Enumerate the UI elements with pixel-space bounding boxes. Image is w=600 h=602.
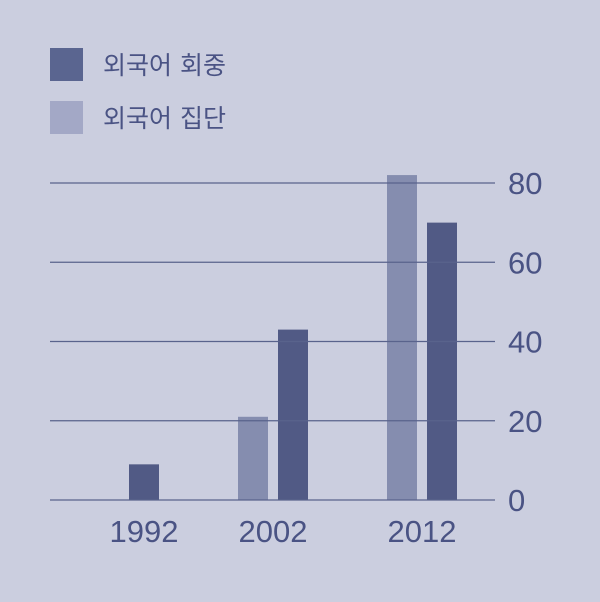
y-tick-label: 0 <box>508 483 525 518</box>
legend-label-congregation: 외국어 회중 <box>103 51 226 80</box>
y-tick-label: 80 <box>508 166 542 201</box>
legend-label-group: 외국어 집단 <box>103 104 226 133</box>
bar-1992-series-1 <box>129 464 159 500</box>
legend-swatch-congregation <box>50 47 83 81</box>
bar-2002-series-0 <box>238 416 268 500</box>
legend-item-congregation: 외국어 회중 <box>50 46 226 82</box>
y-tick-label: 60 <box>508 245 542 280</box>
legend-item-group: 외국어 집단 <box>50 99 226 135</box>
bar-2012-series-0 <box>387 175 417 500</box>
x-tick-label: 2012 <box>388 514 457 549</box>
y-tick-label: 40 <box>508 325 542 360</box>
x-tick-label: 1992 <box>110 514 179 549</box>
legend-swatch-group <box>50 100 83 134</box>
bar-2012-series-1 <box>427 222 457 500</box>
bar-2002-series-1 <box>278 329 308 500</box>
y-tick-label: 20 <box>508 404 542 439</box>
x-tick-label: 2002 <box>239 514 308 549</box>
